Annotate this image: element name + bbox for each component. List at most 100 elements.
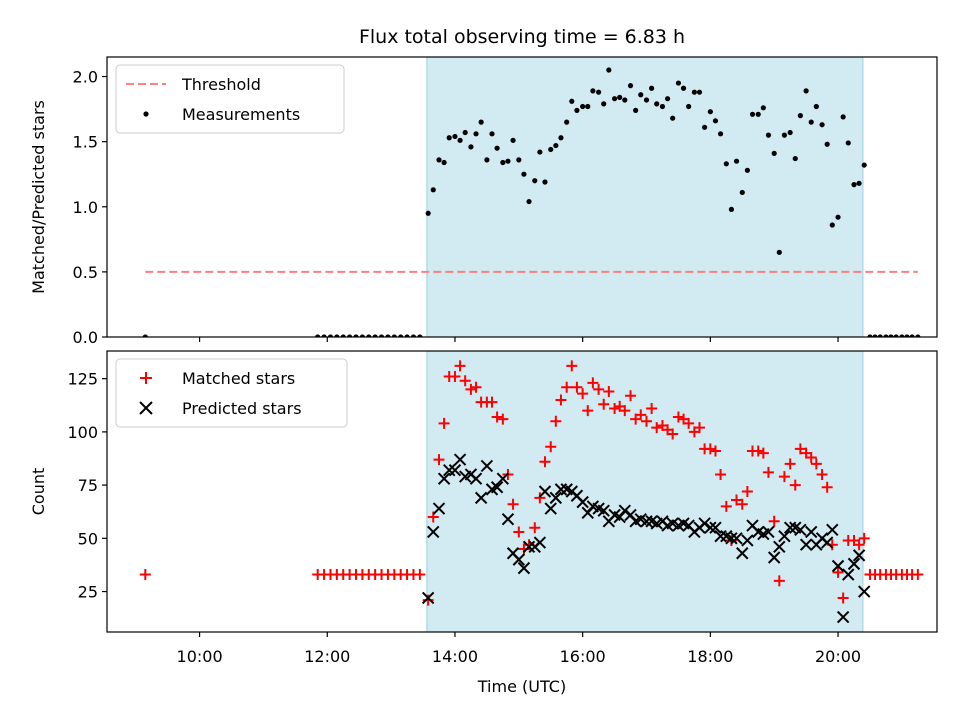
y-tick-label: 75 bbox=[78, 476, 98, 495]
matched-star-point bbox=[683, 417, 695, 429]
matched-star-point bbox=[422, 594, 434, 606]
matched-star-point bbox=[773, 575, 785, 587]
x-tick-label: 12:00 bbox=[304, 647, 350, 666]
matched-star-point bbox=[709, 445, 721, 457]
measurement-point bbox=[359, 334, 365, 337]
measurement-point bbox=[553, 142, 559, 149]
predicted-star-point bbox=[730, 532, 743, 545]
matched-star-point bbox=[454, 360, 466, 372]
predicted-star-point bbox=[538, 485, 552, 498]
measurement-point bbox=[909, 334, 915, 337]
measurement-point bbox=[601, 101, 607, 107]
matched-star-point bbox=[837, 592, 849, 604]
measurement-point bbox=[717, 131, 724, 137]
measurement-point bbox=[728, 206, 735, 212]
y-tick-label: 100 bbox=[67, 423, 98, 442]
predicted-star-point bbox=[778, 529, 791, 543]
matched-star-point bbox=[539, 456, 551, 468]
predicted-star-point bbox=[847, 557, 861, 571]
predicted-star-point bbox=[741, 534, 754, 547]
ratio-panel: 0.0 0.5 1.0 1.5 2.0 Matched/Predicted stars Th… bbox=[29, 56, 938, 347]
matched-star-point bbox=[651, 422, 663, 434]
matched-star-point bbox=[762, 466, 774, 478]
measurement-point bbox=[813, 103, 819, 110]
matched-star-point bbox=[858, 532, 870, 544]
measurement-point bbox=[797, 113, 803, 119]
predicted-star-point bbox=[709, 521, 722, 534]
predicted-star-point bbox=[554, 483, 568, 496]
predicted-star-point bbox=[794, 523, 807, 537]
measurement-point bbox=[436, 157, 442, 163]
predicted-star-point bbox=[474, 491, 488, 505]
measurement-point bbox=[537, 149, 543, 155]
measurement-point bbox=[861, 162, 867, 168]
measurement-point bbox=[808, 119, 814, 125]
predicted-star-point bbox=[820, 536, 834, 549]
measurement-point bbox=[611, 96, 618, 102]
measurement-point bbox=[856, 180, 862, 186]
measurement-point bbox=[702, 124, 708, 130]
measurement-point bbox=[893, 334, 899, 337]
measurement-point bbox=[489, 131, 495, 137]
measurement-point bbox=[462, 129, 468, 136]
predicted-star-point bbox=[714, 529, 727, 543]
legend-matched-swatch bbox=[140, 372, 152, 384]
matched-star-point bbox=[497, 413, 509, 425]
measurement-point bbox=[867, 334, 873, 337]
predicted-star-point bbox=[767, 551, 781, 564]
predicted-star-point bbox=[512, 553, 526, 566]
measurement-point bbox=[334, 334, 340, 337]
matched-star-point bbox=[720, 500, 732, 512]
matched-star-point bbox=[821, 481, 833, 493]
measurement-point bbox=[664, 96, 671, 102]
matched-star-point bbox=[736, 498, 748, 510]
measurement-point bbox=[835, 214, 841, 220]
matched-star-point bbox=[778, 471, 790, 483]
matched-star-point bbox=[784, 458, 796, 470]
predicted-star-point bbox=[453, 453, 467, 466]
predicted-star-point bbox=[432, 502, 446, 515]
matched-star-point bbox=[571, 381, 583, 393]
y-tick-label: 0.0 bbox=[73, 328, 98, 347]
predicted-star-point bbox=[522, 540, 536, 554]
measurement-point bbox=[904, 334, 910, 337]
measurement-point bbox=[315, 334, 321, 337]
legend-measurement-swatch bbox=[143, 111, 149, 117]
measurement-point bbox=[643, 97, 650, 103]
predicted-star-point bbox=[421, 591, 435, 605]
series-predicted-stars bbox=[421, 453, 871, 624]
measurement-point bbox=[723, 161, 729, 167]
measurement-point bbox=[877, 334, 883, 337]
measurement-point bbox=[372, 334, 378, 337]
predicted-star-point bbox=[496, 472, 510, 485]
legend-label: Matched stars bbox=[182, 369, 295, 388]
predicted-star-point bbox=[826, 523, 839, 537]
matched-star-point bbox=[693, 422, 705, 434]
measurement-point bbox=[771, 150, 777, 156]
measurement-point bbox=[558, 135, 564, 141]
predicted-star-point bbox=[501, 512, 515, 526]
predicted-star-point bbox=[858, 585, 871, 598]
predicted-star-point bbox=[725, 532, 738, 545]
matched-star-point bbox=[912, 569, 924, 581]
measurement-point bbox=[585, 103, 591, 110]
plot-marks bbox=[139, 360, 924, 624]
legend-label: Predicted stars bbox=[182, 399, 302, 418]
matched-star-point bbox=[789, 479, 801, 491]
matched-star-point bbox=[550, 415, 562, 427]
measurement-point bbox=[899, 334, 905, 337]
measurement-point bbox=[532, 178, 538, 184]
matched-star-point bbox=[704, 443, 716, 455]
measurement-point bbox=[564, 119, 570, 125]
y-tick-label: 125 bbox=[67, 370, 98, 389]
predicted-star-point bbox=[448, 464, 462, 477]
matched-star-point bbox=[529, 522, 541, 534]
measurement-point bbox=[521, 171, 527, 177]
measurement-point bbox=[606, 67, 612, 73]
matched-star-point bbox=[433, 454, 445, 466]
matched-star-point bbox=[667, 428, 679, 440]
matched-star-point bbox=[625, 390, 637, 402]
measurement-point bbox=[649, 85, 655, 91]
y-tick-label: 50 bbox=[78, 529, 98, 548]
measurement-point bbox=[410, 334, 417, 337]
